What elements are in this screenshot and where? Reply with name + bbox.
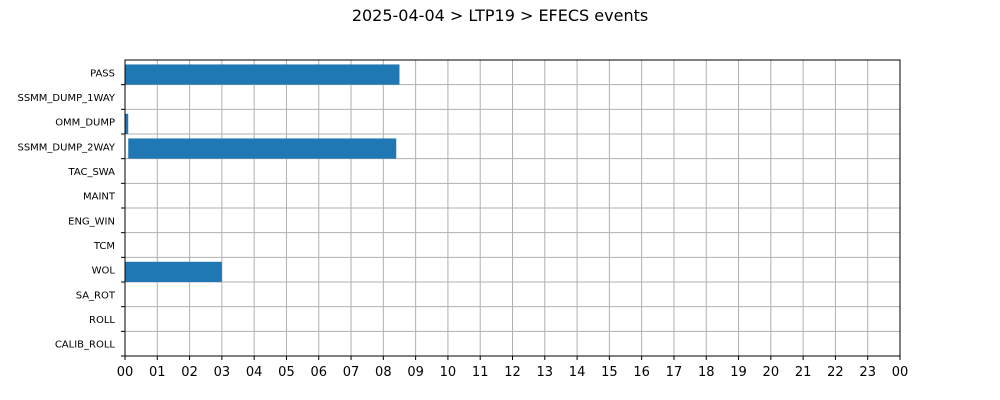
x-tick-label: 13 xyxy=(537,365,554,380)
axis-ticks: 00 01 02 03 04 05 06 07 08 09 10 11 12 13 14 15 16 17 18 19… xyxy=(17,68,908,380)
x-tick-label: 21 xyxy=(795,365,812,380)
x-tick-label: 07 xyxy=(343,365,360,380)
x-tick-label: 15 xyxy=(601,365,618,380)
y-category-label: WOL xyxy=(92,266,116,277)
y-category-label: SSMM_DUMP_2WAY xyxy=(17,142,115,153)
y-category-label: PASS xyxy=(90,68,115,79)
x-tick-label: 12 xyxy=(504,365,521,380)
event-bar-ssmm-dump-2way xyxy=(128,138,397,159)
y-category-label: TAC_SWA xyxy=(67,167,115,178)
x-tick-label: 10 xyxy=(440,365,457,380)
x-tick-label: 03 xyxy=(214,365,231,380)
x-tick-label: 17 xyxy=(666,365,683,380)
event-bars xyxy=(125,64,400,282)
y-category-label: TCM xyxy=(93,241,115,252)
y-category-label: OMM_DUMP xyxy=(55,118,115,129)
x-tick-label: 08 xyxy=(375,365,392,380)
x-tick-label: 05 xyxy=(278,365,295,380)
x-tick-label: 14 xyxy=(569,365,586,380)
plot-frame xyxy=(124,59,901,357)
y-category-label: MAINT xyxy=(83,192,116,203)
x-tick-label: 19 xyxy=(730,365,747,380)
event-bar-wol xyxy=(125,261,222,282)
x-tick-label: 16 xyxy=(633,365,650,380)
x-tick-label: 04 xyxy=(246,365,263,380)
x-tick-label: 09 xyxy=(407,365,424,380)
x-tick-label: 06 xyxy=(310,365,327,380)
event-bar-omm-dump xyxy=(125,113,129,134)
x-tick-label: 22 xyxy=(827,365,844,380)
x-tick-label: 00 xyxy=(117,365,134,380)
x-tick-label: 11 xyxy=(472,365,489,380)
x-tick-label: 02 xyxy=(181,365,198,380)
y-category-label: ENG_WIN xyxy=(68,216,115,227)
event-bar-pass xyxy=(125,64,400,85)
x-tick-label: 23 xyxy=(859,365,876,380)
y-category-label: SSMM_DUMP_1WAY xyxy=(17,93,115,104)
grid-lines xyxy=(124,60,901,357)
x-tick-label: 00 xyxy=(892,365,909,380)
x-tick-label: 01 xyxy=(149,365,166,380)
chart-title: 2025-04-04 > LTP19 > EFECS events xyxy=(351,6,649,25)
x-tick-label: 18 xyxy=(698,365,715,380)
x-tick-label: 20 xyxy=(763,365,780,380)
y-category-label: ROLL xyxy=(89,315,115,326)
y-category-label: CALIB_ROLL xyxy=(55,340,116,351)
y-category-label: SA_ROT xyxy=(76,290,116,301)
